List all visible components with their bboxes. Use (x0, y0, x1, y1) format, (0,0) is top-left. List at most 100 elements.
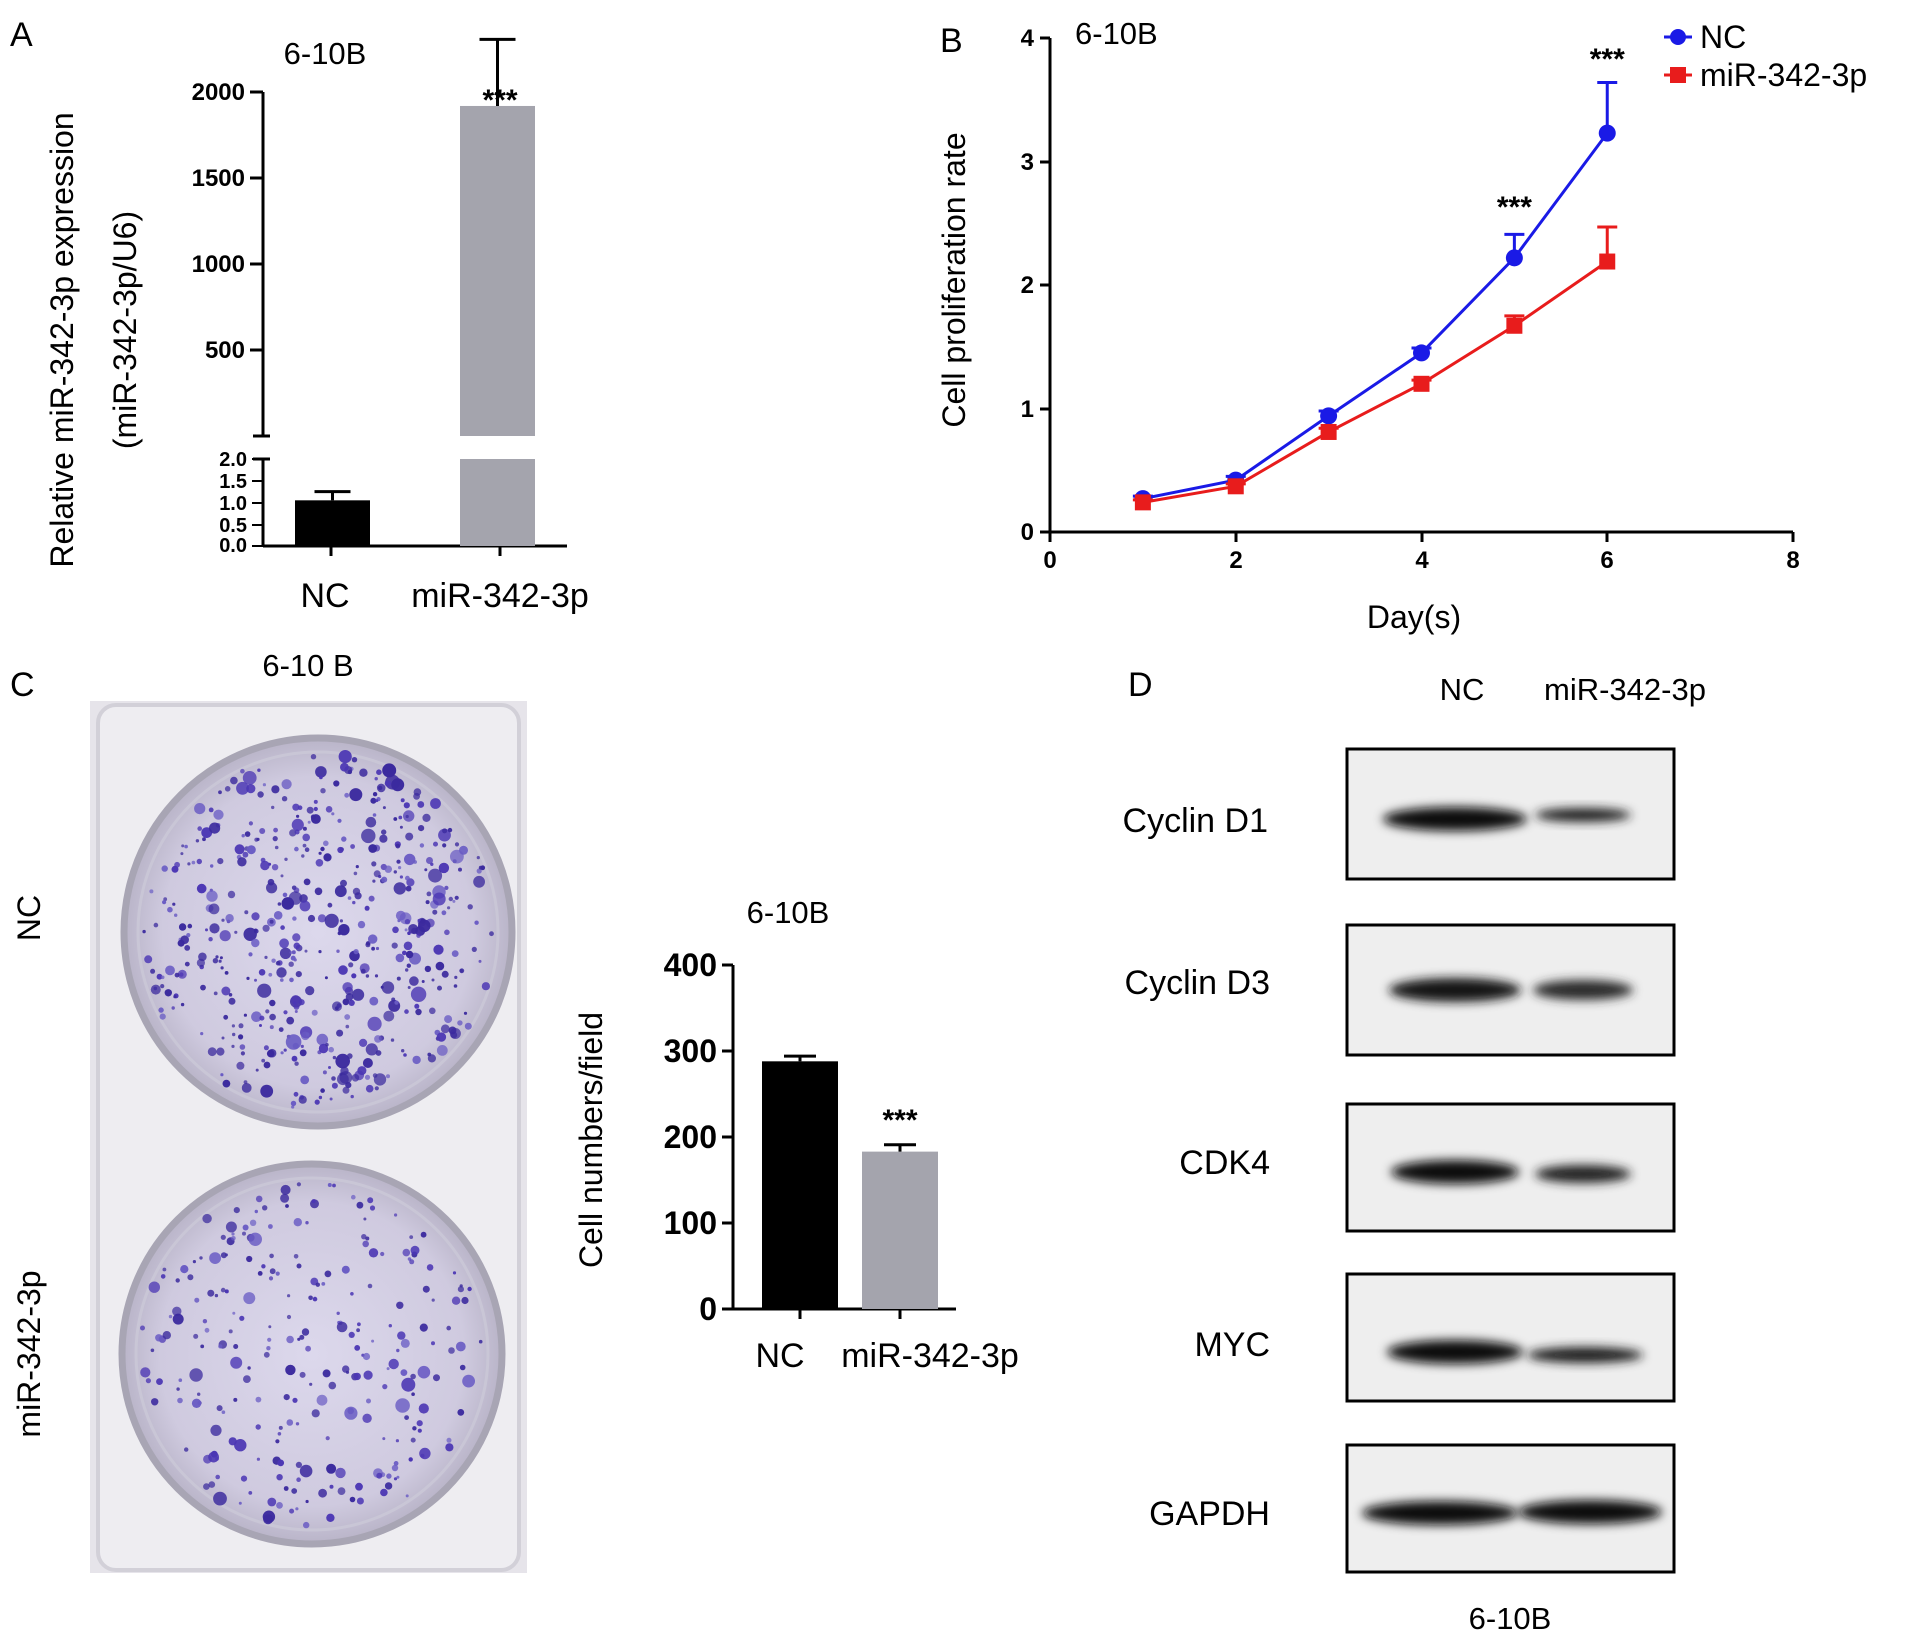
colony-mir-113 (286, 1314, 292, 1320)
colony-mir-11 (266, 1346, 271, 1351)
colony-nc-431 (227, 890, 236, 899)
colony-nc-81 (332, 1055, 337, 1060)
colony-nc-512 (355, 865, 359, 869)
colony-nc-231 (335, 1053, 351, 1069)
colony-nc-288 (412, 1055, 421, 1065)
colony-nc-314 (398, 866, 402, 870)
colony-mir-64 (210, 1424, 222, 1436)
colony-nc-62 (241, 1083, 252, 1093)
colony-mir-133 (202, 1213, 212, 1224)
colony-nc-370 (400, 798, 405, 803)
colony-nc-392 (374, 974, 379, 978)
panel-c-ytick-200: 200 (664, 1119, 717, 1155)
colony-mir-178 (255, 1424, 261, 1430)
panel-a-ytick-1-0: 1.0 (219, 493, 247, 515)
colony-nc-263 (277, 902, 282, 906)
colony-nc-94 (271, 958, 276, 963)
colony-nc-281 (306, 806, 314, 814)
colony-nc-499 (179, 972, 184, 977)
colony-nc-310 (340, 879, 347, 887)
colony-mir-210 (268, 1325, 272, 1329)
colony-nc-188 (457, 1020, 463, 1026)
colony-nc-315 (299, 1049, 307, 1057)
colony-nc-400 (220, 1073, 224, 1077)
colony-nc-149 (353, 871, 358, 876)
colony-nc-467 (301, 1031, 310, 1041)
colony-nc-16 (278, 1027, 284, 1032)
colony-nc-330 (219, 956, 223, 960)
band-gapdh-nc (1362, 1501, 1518, 1525)
colony-mir-122 (243, 1375, 251, 1383)
colony-nc-46 (194, 803, 206, 815)
colony-nc-449 (236, 1061, 245, 1070)
colony-nc-43 (266, 882, 278, 894)
colony-mir-83 (396, 1348, 400, 1353)
colony-nc-433 (342, 982, 353, 993)
colony-nc-249 (372, 879, 376, 883)
colony-mir-114 (337, 1487, 346, 1495)
colony-nc-397 (454, 895, 459, 900)
colony-mir-26 (262, 1205, 268, 1211)
colony-nc-409 (384, 865, 392, 873)
colony-nc-226 (418, 825, 425, 832)
panel-a: A 6-10B Relative miR-342-3p expression (… (10, 16, 589, 615)
colony-nc-451 (195, 839, 200, 843)
colony-nc-296 (191, 860, 196, 865)
band-myc-mir (1527, 1347, 1643, 1363)
colony-mir-13 (311, 1409, 320, 1418)
colony-nc-265 (222, 1079, 231, 1088)
colony-nc-165 (251, 938, 260, 948)
colony-mir-186 (276, 1502, 283, 1509)
colony-nc-294 (357, 920, 366, 929)
panel-b-ytick-3: 3 (1021, 149, 1034, 176)
colony-nc-80 (374, 1086, 379, 1091)
colony-nc-47 (406, 963, 411, 968)
band-cyclin-d1-nc (1383, 807, 1527, 831)
colony-nc-496 (425, 900, 430, 905)
colony-mir-176 (232, 1311, 236, 1315)
colony-nc-116 (304, 949, 308, 953)
panel-a-ytick-500: 500 (205, 337, 245, 364)
colony-mir-166 (162, 1331, 171, 1340)
colony-nc-483 (291, 1105, 295, 1109)
colony-nc-286 (173, 995, 177, 999)
colony-nc-283 (241, 834, 245, 838)
colony-nc-480 (367, 1016, 382, 1031)
colony-nc-502 (234, 930, 238, 934)
colony-mir-217 (269, 1253, 274, 1259)
colony-nc-261 (413, 792, 420, 800)
colony-nc-115 (197, 826, 202, 831)
colony-mir-196 (363, 1217, 367, 1221)
colony-nc-4 (251, 912, 260, 921)
colony-nc-1 (441, 910, 447, 916)
colony-nc-252 (398, 815, 403, 820)
panel-b-ytick-4: 4 (1021, 25, 1035, 52)
colony-nc-34 (315, 859, 324, 867)
colony-nc-158 (331, 1082, 338, 1089)
colony-nc-357 (274, 845, 279, 850)
legend-label-nc: NC (1700, 19, 1746, 55)
colony-mir-21 (220, 1234, 226, 1240)
colony-nc-414 (283, 1048, 287, 1052)
colony-mir-125 (329, 1484, 334, 1489)
colony-mir-247 (365, 1236, 370, 1241)
colony-nc-139 (404, 853, 416, 866)
colony-nc-421 (142, 929, 146, 934)
colony-mir-182 (267, 1497, 277, 1507)
colony-nc-356 (257, 983, 272, 998)
colony-nc-264 (200, 1032, 204, 1036)
colony-nc-63 (184, 961, 190, 967)
colony-nc-487 (471, 946, 477, 953)
colony-mir-115 (433, 1374, 440, 1382)
colony-nc-458 (269, 919, 274, 924)
colony-mir-172 (316, 1394, 328, 1406)
colony-mir-92 (361, 1234, 367, 1240)
panel-a-title: 6-10B (284, 36, 367, 71)
colony-nc-516 (436, 1032, 447, 1042)
blot-cyclin-d3: Cyclin D3 (1125, 923, 1676, 1057)
colony-mir-235 (405, 1494, 409, 1498)
colony-mir-156 (301, 1328, 310, 1336)
colony-nc-223 (381, 981, 395, 994)
panel-a-xlabel-nc: NC (300, 577, 349, 615)
colony-nc-70 (348, 962, 354, 968)
